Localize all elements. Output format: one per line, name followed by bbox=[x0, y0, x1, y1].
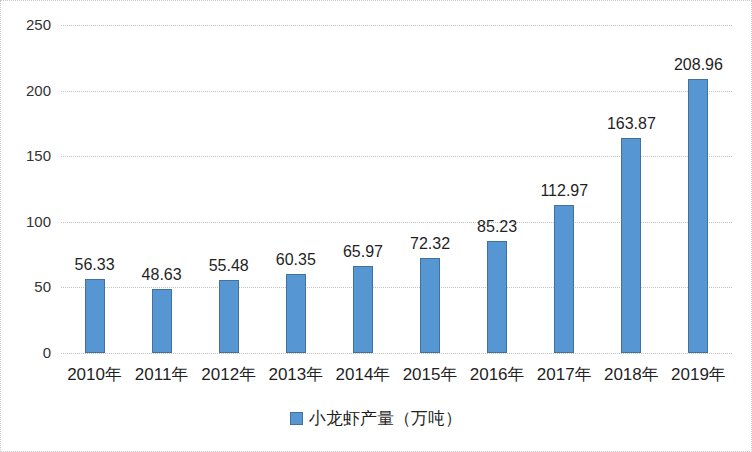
gridline-y-200 bbox=[61, 91, 732, 92]
bar-2012年 bbox=[219, 280, 239, 353]
bar-value-label: 163.87 bbox=[586, 115, 676, 133]
bar-value-label: 72.32 bbox=[385, 235, 475, 253]
gridline-y-0 bbox=[61, 353, 732, 354]
bar-2018年 bbox=[621, 138, 641, 353]
x-tick-label: 2010年 bbox=[61, 365, 128, 385]
x-tick-label: 2016年 bbox=[464, 365, 531, 385]
y-tick-label: 50 bbox=[1, 279, 51, 295]
y-tick-label: 150 bbox=[1, 148, 51, 164]
x-tick-label: 2014年 bbox=[329, 365, 396, 385]
x-tick-label: 2015年 bbox=[397, 365, 464, 385]
bar-value-label: 112.97 bbox=[519, 182, 609, 200]
bar-2013年 bbox=[286, 274, 306, 353]
bar-value-label: 208.96 bbox=[653, 56, 743, 74]
y-tick-label: 250 bbox=[1, 17, 51, 33]
bar-chart-canvas: 050100150200250 56.3348.6355.4860.3565.9… bbox=[0, 0, 752, 452]
x-tick-label: 2013年 bbox=[262, 365, 329, 385]
bar-2015年 bbox=[420, 258, 440, 353]
bar-2010年 bbox=[85, 279, 105, 353]
x-tick-label: 2017年 bbox=[531, 365, 598, 385]
x-tick-label: 2011年 bbox=[128, 365, 195, 385]
x-tick-label: 2019年 bbox=[665, 365, 732, 385]
y-tick-label: 100 bbox=[1, 214, 51, 230]
x-tick-label: 2012年 bbox=[195, 365, 262, 385]
bar-2016年 bbox=[487, 241, 507, 353]
legend-label: 小龙虾产量（万吨） bbox=[309, 407, 462, 430]
bar-2019年 bbox=[688, 79, 708, 353]
y-tick-label: 200 bbox=[1, 83, 51, 99]
x-tick-label: 2018年 bbox=[598, 365, 665, 385]
bar-2011年 bbox=[152, 289, 172, 353]
gridline-y-250 bbox=[61, 25, 732, 26]
bar-2014年 bbox=[353, 266, 373, 353]
bar-value-label: 85.23 bbox=[452, 218, 542, 236]
legend-color-swatch bbox=[290, 412, 303, 425]
bar-2017年 bbox=[554, 205, 574, 353]
y-tick-label: 0 bbox=[1, 345, 51, 361]
legend: 小龙虾产量（万吨） bbox=[1, 407, 751, 430]
